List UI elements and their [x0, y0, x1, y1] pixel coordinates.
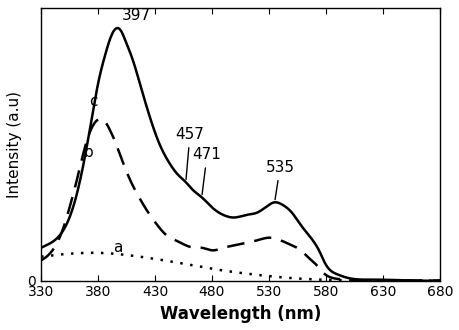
Text: a: a	[112, 240, 122, 254]
Text: b: b	[83, 145, 93, 160]
Text: 471: 471	[192, 148, 221, 194]
Text: 397: 397	[122, 8, 151, 23]
Y-axis label: Intensity (a.u): Intensity (a.u)	[7, 91, 22, 198]
Text: 457: 457	[175, 127, 204, 180]
Text: c: c	[89, 94, 97, 109]
Text: 535: 535	[265, 160, 294, 200]
X-axis label: Wavelength (nm): Wavelength (nm)	[159, 305, 320, 323]
